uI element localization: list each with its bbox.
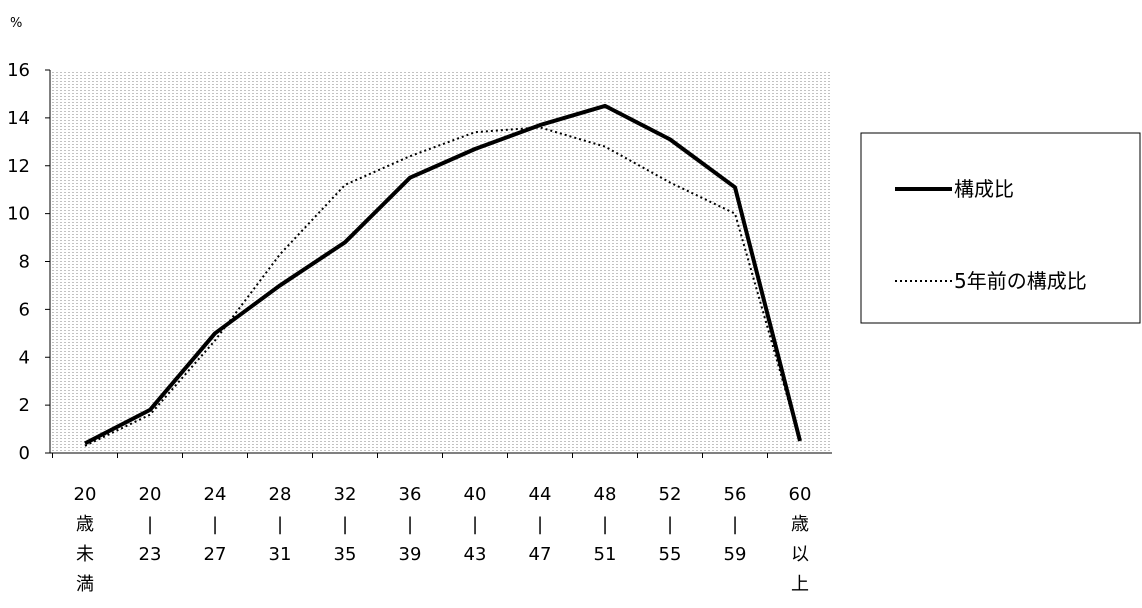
x-tick-label-line: | [342,514,348,535]
y-tick-label: 12 [7,156,30,177]
series-line-1 [84,103,802,446]
x-tick-label-line: | [537,514,543,535]
x-tick-label-line: 47 [529,544,552,565]
y-tick-label: 2 [19,395,30,416]
x-tick-label-line: 52 [659,484,682,505]
x-tick-label-line: 60 [789,484,812,505]
x-tick-label-line: 20 [139,484,162,505]
legend-label-series-2: 5年前の構成比 [954,269,1087,293]
x-tick-label-line: 歳 [791,514,809,535]
x-tick-label: 52 | 55 [659,484,682,565]
y-axis-unit-label: % [10,16,22,31]
x-tick-label-line: | [602,514,608,535]
x-tick-label-line: 48 [594,484,617,505]
x-tick-label-line: 40 [464,484,487,505]
legend: 構成比 5年前の構成比 [860,132,1141,324]
y-axis: 0 2 4 6 8 10 12 14 16 [7,60,51,464]
x-tick-label-line: 56 [724,484,747,505]
x-tick-label-line: 以 [791,544,809,565]
x-tick-label-line: 35 [334,544,357,565]
y-tick-label: 6 [19,299,30,320]
legend-box [860,132,1141,324]
x-tick-label: 56 | 59 [724,484,747,565]
x-tick-label-line: 未 [76,544,94,565]
y-tick-label: 0 [19,443,30,464]
y-tick-label: 8 [19,252,30,273]
x-tick-label-line: 59 [724,544,747,565]
x-tick-label-line: 上 [791,574,809,595]
x-tick-label-line: 31 [269,544,292,565]
y-tick-label: 14 [7,108,30,129]
x-tick-label-line: 51 [594,544,617,565]
x-tick-label: 32 | 35 [334,484,357,565]
x-tick-label-line: 28 [269,484,292,505]
y-tick-label: 10 [7,204,30,225]
x-tick-label-line: 55 [659,544,682,565]
x-tick-label: 60 歳以上 [789,484,812,595]
x-tick-label: 36 | 39 [399,484,422,565]
x-tick-label-line: 43 [464,544,487,565]
x-tick-label: 28 | 31 [269,484,292,565]
x-tick-label-line: | [472,514,478,535]
x-tick-label-line: | [667,514,673,535]
x-tick-label: 20 歳未満 [74,484,97,595]
x-tick-label: 20 | 23 [139,484,162,565]
x-tick-label-line: | [277,514,283,535]
x-tick-label: 24 | 27 [204,484,227,565]
x-tick-label-line: 39 [399,544,422,565]
x-tick-label-line: 44 [529,484,552,505]
x-tick-label-line: | [147,514,153,535]
y-tick-label: 16 [7,60,30,81]
x-tick-label-line: | [732,514,738,535]
x-tick-label-line: 27 [204,544,227,565]
plot-area-background [50,70,832,453]
x-tick-label: 40 | 43 [464,484,487,565]
x-tick-label: 44 | 47 [529,484,552,565]
x-tick-label-line: 24 [204,484,227,505]
y-tick-label: 4 [19,347,30,368]
x-tick-label-line: 20 [74,484,97,505]
x-tick-label-line: | [212,514,218,535]
x-tick-label-line: 36 [399,484,422,505]
x-tick-label-line: 32 [334,484,357,505]
x-tick-label: 48 | 51 [594,484,617,565]
x-axis: 20歳未満20|2324|2728|3132|3536|3940|4344|47… [50,452,832,595]
x-tick-label-line: 満 [76,574,94,595]
series-lines [84,103,802,447]
legend-label-series-1: 構成比 [954,177,1014,201]
x-tick-label-line: 歳 [76,514,94,535]
x-tick-label-line: | [407,514,413,535]
x-tick-label-line: 23 [139,544,162,565]
